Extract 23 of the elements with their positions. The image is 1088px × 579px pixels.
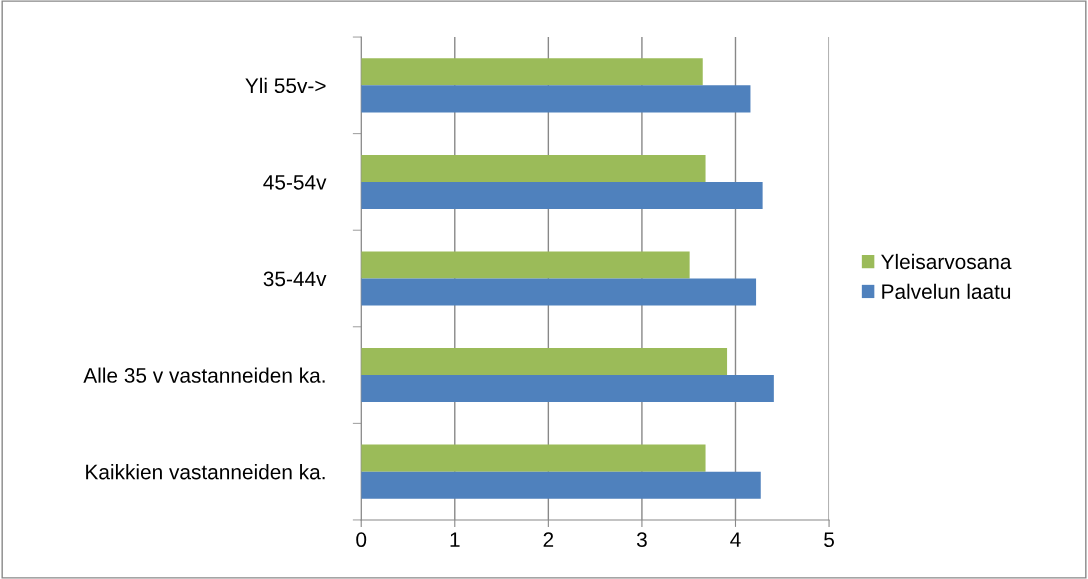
bar [361, 375, 774, 403]
bar [361, 471, 761, 499]
legend-label: Palvelun laatu [882, 283, 1011, 300]
bar [361, 251, 690, 279]
y-tick-label: Yli 55v-> [245, 77, 326, 94]
bar [361, 154, 706, 182]
bar [361, 181, 763, 209]
bar [361, 85, 751, 113]
x-tick-label: 3 [636, 532, 647, 548]
legend-label: Yleisarvosana [881, 253, 1012, 270]
y-tick-label: 35-44v [263, 271, 327, 287]
bar [361, 278, 757, 306]
bar [361, 444, 706, 472]
y-tick-label: Alle 35 v vastanneiden ka. [83, 367, 325, 383]
bar [361, 58, 703, 86]
y-tick-label: 45-54v [263, 175, 327, 190]
x-tick-label: 5 [824, 532, 834, 548]
x-tick-label: 0 [356, 532, 367, 548]
y-tick-label: Kaikkien vastanneiden ka. [86, 464, 325, 480]
bar [361, 348, 728, 376]
x-tick-label: 2 [543, 532, 554, 547]
x-tick-label: 1 [450, 532, 460, 547]
x-tick-label: 4 [730, 532, 741, 547]
